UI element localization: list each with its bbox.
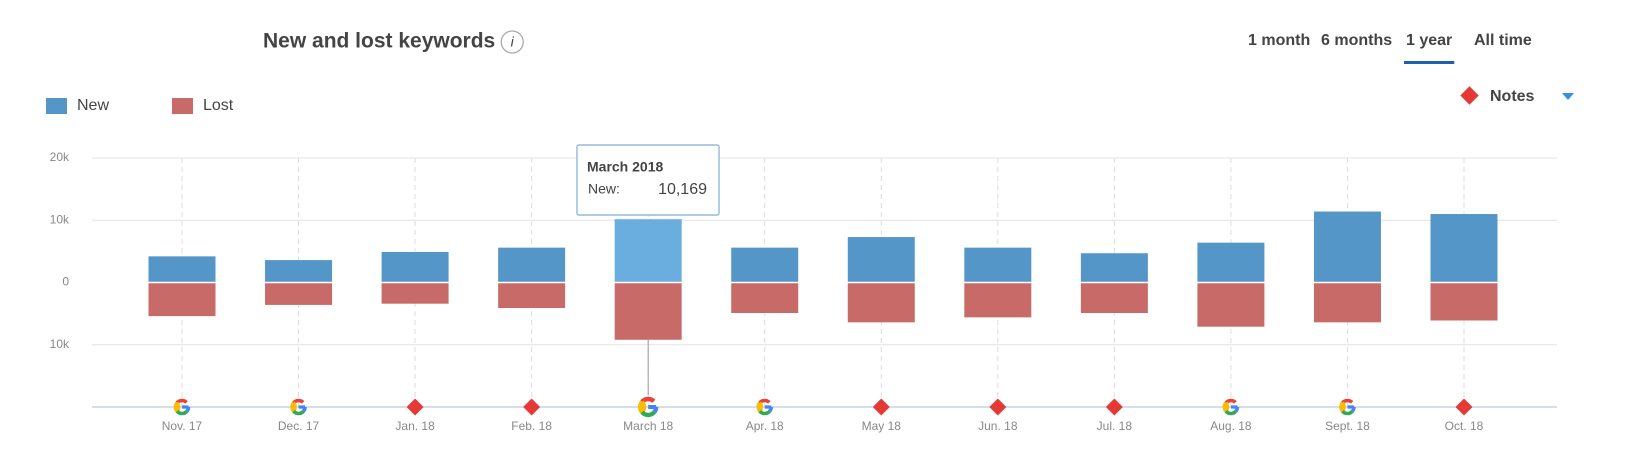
google-arc (638, 400, 644, 414)
bar[interactable] (148, 256, 216, 283)
notes-diamond (1460, 86, 1479, 105)
google-marker[interactable] (1222, 398, 1240, 416)
google-arc (1222, 401, 1228, 413)
bar[interactable] (1197, 242, 1265, 283)
legend-label[interactable]: Lost (203, 97, 234, 114)
bar[interactable] (964, 247, 1032, 283)
google-marker[interactable] (638, 396, 659, 418)
bar[interactable] (964, 282, 1032, 318)
svg-text:i: i (511, 34, 515, 50)
y-tick-label: 20k (50, 150, 70, 164)
bar[interactable] (381, 251, 449, 283)
google-marker[interactable] (173, 398, 191, 416)
note-marker[interactable] (989, 398, 1007, 416)
google-marker[interactable] (1339, 398, 1356, 416)
bar[interactable] (381, 282, 449, 304)
bar[interactable] (1080, 282, 1148, 314)
legend-swatch (46, 98, 67, 114)
bar[interactable] (498, 282, 566, 309)
tooltip-box (576, 144, 720, 216)
bar[interactable] (1430, 282, 1498, 321)
bar[interactable] (1430, 214, 1498, 283)
period-tab[interactable]: All time (1474, 32, 1532, 49)
google-arc (1224, 398, 1237, 405)
note-marker[interactable] (1105, 398, 1123, 416)
bar[interactable] (1313, 211, 1381, 283)
x-tick-label: Aug. 18 (1210, 419, 1252, 433)
active-underline (1404, 61, 1455, 64)
x-tick-label: Jan. 18 (395, 419, 435, 433)
y-tick-label: 0 (62, 275, 69, 289)
bar[interactable] (148, 282, 216, 317)
y-tick-label: 10k (50, 212, 70, 226)
tooltip-label: New: (588, 181, 620, 197)
bar[interactable] (498, 247, 566, 283)
bar[interactable] (847, 282, 915, 323)
google-arc (175, 398, 188, 405)
google-arc (173, 401, 179, 413)
legend-label[interactable]: New (77, 97, 109, 114)
bar[interactable] (614, 282, 682, 340)
google-marker[interactable] (290, 398, 307, 416)
x-tick-label: Jul. 18 (1097, 419, 1133, 433)
google-arc (640, 410, 656, 418)
period-tab[interactable]: 1 year (1406, 32, 1452, 49)
tooltip-title: March 2018 (587, 159, 663, 175)
google-marker[interactable] (756, 398, 774, 416)
bar[interactable] (1313, 282, 1381, 323)
x-tick-label: March 18 (623, 419, 673, 433)
bar[interactable] (731, 282, 799, 314)
x-tick-label: May 18 (862, 419, 902, 433)
google-arc (292, 398, 305, 405)
bar[interactable] (731, 247, 799, 283)
notes-dropdown[interactable]: Notes (1490, 88, 1535, 105)
period-tab[interactable]: 1 month (1248, 32, 1310, 49)
chart-title: New and lost keywords (263, 30, 495, 53)
x-tick-label: Apr. 18 (746, 419, 784, 433)
note-marker[interactable] (523, 398, 541, 416)
google-arc (290, 401, 296, 413)
google-arc (756, 401, 762, 413)
note-marker[interactable] (872, 398, 890, 416)
x-tick-label: Nov. 17 (162, 419, 203, 433)
x-tick-label: Dec. 17 (278, 419, 320, 433)
google-arc (640, 396, 656, 404)
google-arc (175, 409, 189, 416)
bar[interactable] (265, 260, 333, 283)
x-tick-label: Feb. 18 (511, 419, 552, 433)
google-arc (1234, 406, 1240, 413)
note-marker[interactable] (1455, 398, 1473, 416)
y-tick-label: 10k (50, 337, 70, 351)
google-arc (1341, 398, 1354, 405)
google-arc (652, 406, 659, 414)
x-tick-label: Sept. 18 (1325, 419, 1370, 433)
google-arc (758, 398, 771, 405)
bar[interactable] (1197, 282, 1265, 327)
tooltip-value: 10,169 (658, 181, 707, 198)
google-arc (758, 409, 772, 416)
note-marker[interactable] (406, 398, 424, 416)
x-tick-label: Oct. 18 (1445, 419, 1484, 433)
period-tab[interactable]: 6 months (1321, 32, 1392, 49)
info-icon[interactable]: i (500, 30, 524, 54)
legend-swatch (172, 98, 193, 114)
bar[interactable] (265, 282, 333, 305)
bar[interactable] (847, 237, 915, 283)
dropdown-caret[interactable] (1562, 93, 1574, 100)
google-arc (1341, 409, 1354, 416)
google-arc (292, 409, 305, 416)
x-tick-label: Jun. 18 (978, 419, 1018, 433)
bar[interactable] (614, 219, 682, 283)
google-arc (1224, 409, 1238, 416)
bar[interactable] (1080, 253, 1148, 283)
google-arc (1339, 401, 1344, 413)
